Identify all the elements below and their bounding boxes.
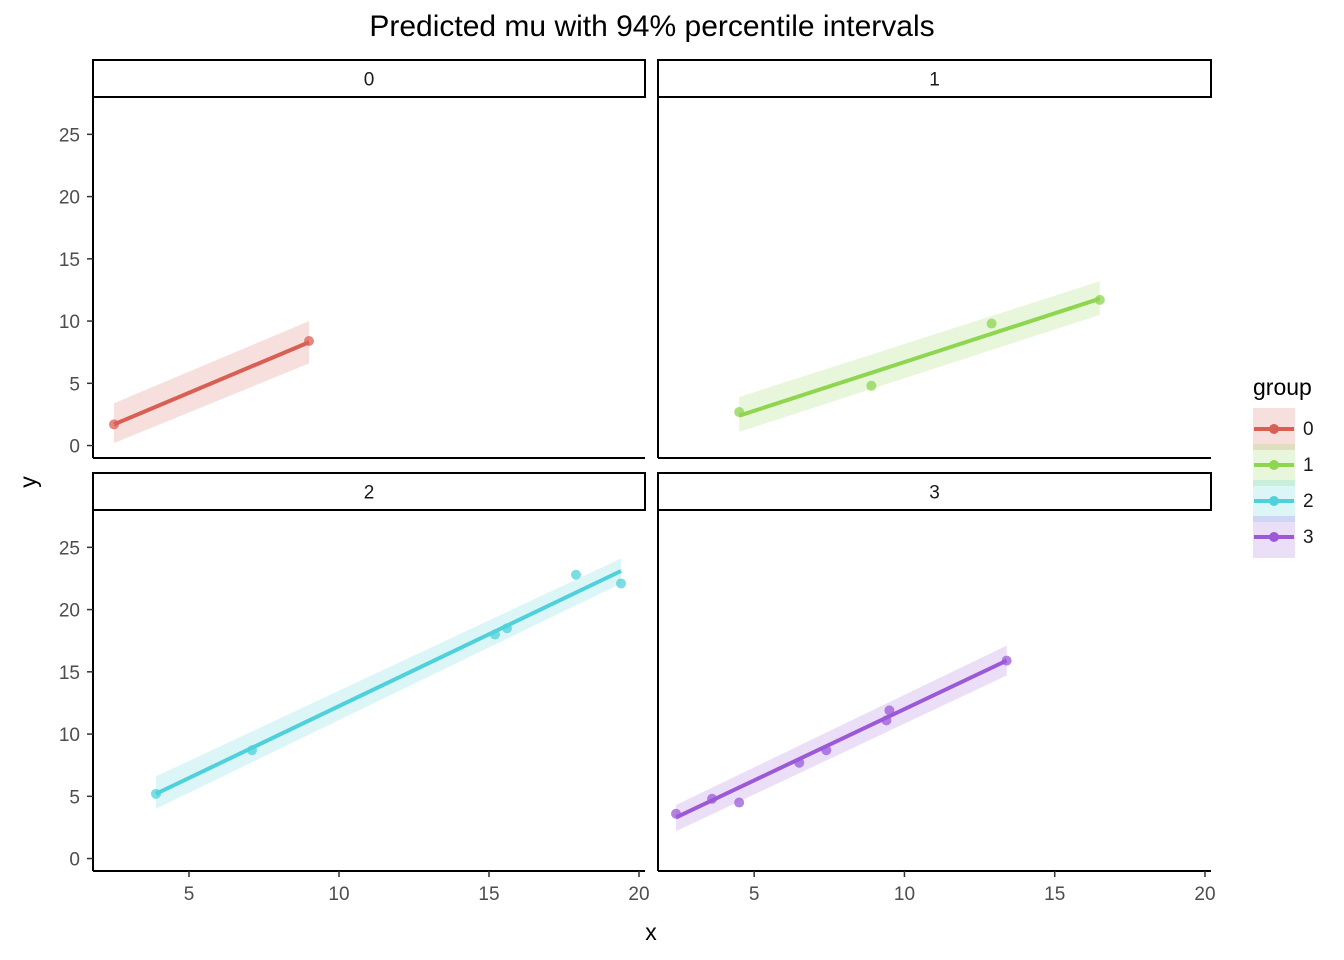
legend-label: 2 xyxy=(1303,491,1314,512)
data-point xyxy=(866,380,877,391)
facet-strip xyxy=(92,59,646,98)
facet-strip xyxy=(92,472,646,511)
y-axis-title: y xyxy=(15,476,41,488)
data-point xyxy=(571,569,581,580)
fit-line xyxy=(738,296,1101,418)
x-tick-label: 15 xyxy=(478,884,499,905)
data-point xyxy=(884,705,895,716)
fit-line xyxy=(155,569,622,796)
legend-title: group xyxy=(1253,374,1312,400)
data-point xyxy=(151,788,161,799)
facet-strip xyxy=(657,472,1212,511)
data-point xyxy=(707,793,718,804)
data-point xyxy=(109,419,119,430)
data-point xyxy=(794,757,805,768)
legend-key-point xyxy=(1269,532,1279,542)
x-tick-label: 20 xyxy=(628,884,649,905)
data-point xyxy=(616,578,626,589)
facet-strip-label: 3 xyxy=(929,483,940,504)
data-point xyxy=(734,406,745,417)
fit-line xyxy=(675,658,1008,820)
fit-line xyxy=(113,340,310,427)
y-tick-label: 0 xyxy=(69,437,80,458)
data-point xyxy=(304,335,314,346)
y-tick-label: 5 xyxy=(69,787,80,808)
data-point xyxy=(734,797,745,808)
facet-strip-label: 1 xyxy=(929,70,940,91)
data-point xyxy=(986,318,997,329)
legend-label: 3 xyxy=(1303,527,1314,548)
y-tick-label: 10 xyxy=(59,725,80,746)
y-tick-label: 5 xyxy=(69,374,80,395)
x-tick-label: 10 xyxy=(894,884,915,905)
y-tick-label: 20 xyxy=(59,188,80,209)
legend: group 0 1 2 3 xyxy=(1253,374,1314,558)
facet-panel-1: 1 xyxy=(657,59,1212,459)
facet-strip-label: 0 xyxy=(364,70,375,91)
data-point xyxy=(1094,294,1105,305)
y-tick-label: 25 xyxy=(59,538,80,559)
facet-panel-0: 0 0 5 10 15 20 25 xyxy=(59,59,646,459)
x-tick-label: 10 xyxy=(328,884,349,905)
legend-entry-1: 1 xyxy=(1253,444,1314,486)
legend-key-point xyxy=(1269,460,1279,470)
data-point xyxy=(671,808,682,819)
x-tick-label: 5 xyxy=(184,884,195,905)
data-point xyxy=(881,715,892,726)
facet-strip xyxy=(657,59,1212,98)
data-point xyxy=(490,629,500,640)
legend-key-point xyxy=(1269,424,1279,434)
y-tick-label: 15 xyxy=(59,250,80,271)
y-tick-label: 25 xyxy=(59,125,80,146)
legend-label: 1 xyxy=(1303,455,1314,476)
facet-strip-label: 2 xyxy=(364,483,375,504)
legend-key-point xyxy=(1269,496,1279,506)
y-tick-label: 20 xyxy=(59,601,80,622)
y-tick-label: 10 xyxy=(59,312,80,333)
x-axis-title: x xyxy=(645,919,657,945)
y-tick-label: 0 xyxy=(69,850,80,871)
x-tick-label: 20 xyxy=(1194,884,1215,905)
y-tick-label: 15 xyxy=(59,663,80,684)
legend-label: 0 xyxy=(1303,419,1314,440)
facet-panel-3: 3 5 10 15 20 xyxy=(657,472,1216,905)
x-tick-label: 15 xyxy=(1044,884,1065,905)
data-point xyxy=(247,745,257,756)
chart-title: Predicted mu with 94% percentile interva… xyxy=(369,10,934,43)
legend-entry-2: 2 xyxy=(1253,480,1314,522)
x-tick-label: 5 xyxy=(749,884,760,905)
data-point xyxy=(821,745,832,756)
legend-entry-3: 3 xyxy=(1253,516,1314,558)
data-point xyxy=(1001,655,1012,666)
legend-entry-0: 0 xyxy=(1253,408,1314,450)
data-point xyxy=(502,623,512,634)
